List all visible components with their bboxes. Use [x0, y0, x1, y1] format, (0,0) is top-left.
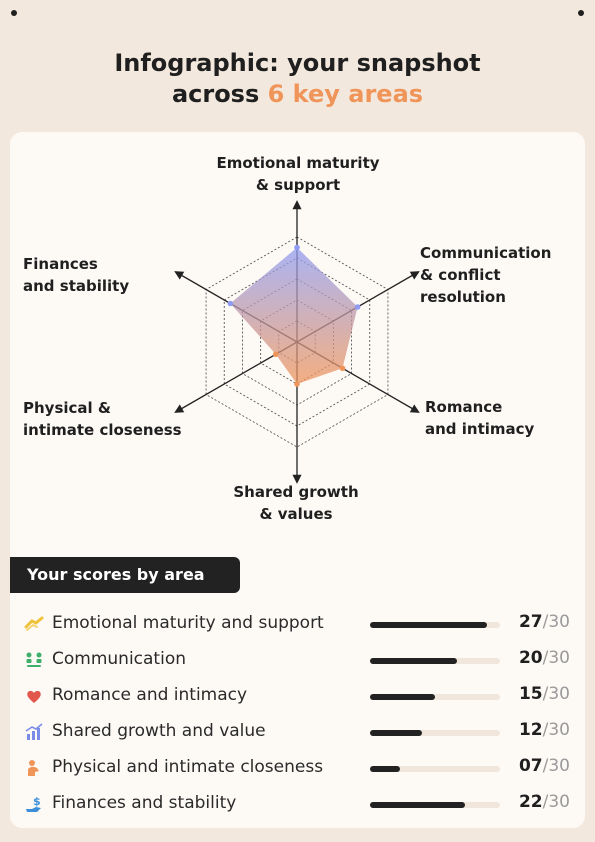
score-bar-fill: [370, 622, 487, 628]
axis-label-finances: Finances and stability: [23, 253, 129, 297]
score-max: /30: [542, 612, 570, 632]
score-bar-fill: [370, 658, 457, 664]
score-value: 27/30: [519, 612, 570, 632]
corner-dot-left: [11, 10, 17, 16]
score-number: 20: [518, 648, 543, 668]
axis-label-shared-growth-line1: Shared growth: [233, 483, 359, 501]
hearts-icon: [24, 686, 44, 706]
people-icon: [24, 650, 44, 670]
radar-point: [339, 365, 346, 372]
score-label: Shared growth and value: [52, 721, 266, 741]
axis-label-romance: Romance and intimacy: [425, 396, 534, 440]
score-max: /30: [542, 684, 570, 704]
score-bar-track: [370, 802, 500, 808]
score-bar-fill: [370, 694, 435, 700]
axis-label-communication-line2: & conflict: [420, 266, 501, 284]
score-number: 12: [518, 720, 543, 740]
score-number: 22: [518, 792, 543, 812]
score-row: Physical and intimate closeness 07/30: [24, 754, 572, 782]
scores-section-title: Your scores by area: [10, 557, 240, 593]
axis-label-finances-line2: and stability: [23, 277, 130, 295]
axis-label-emotional: Emotional maturity & support: [208, 152, 388, 196]
radar-point: [354, 304, 361, 310]
score-number: 07: [518, 756, 543, 776]
axis-label-communication: Communication & conflict resolution: [420, 242, 551, 308]
title-prefix: across: [171, 80, 268, 108]
score-row: Romance and intimacy 15/30: [24, 682, 572, 710]
axis-label-shared-growth-line2: & values: [259, 505, 333, 523]
score-bar-track: [370, 658, 500, 664]
score-label: Physical and intimate closeness: [52, 757, 324, 777]
title-line-1: Infographic: your snapshot: [114, 49, 481, 77]
radar-point: [294, 381, 300, 387]
score-value: 07/30: [519, 756, 570, 776]
score-number: 15: [518, 684, 543, 704]
score-label: Romance and intimacy: [52, 685, 248, 705]
score-max: /30: [542, 792, 570, 812]
axis-label-emotional-line1: Emotional maturity: [216, 154, 380, 172]
score-bar-track: [370, 694, 500, 700]
score-bar-fill: [370, 766, 401, 772]
score-max: /30: [542, 756, 570, 776]
score-bar-track: [370, 766, 500, 772]
hug-icon: [24, 758, 44, 778]
radar-point: [294, 244, 300, 251]
score-label: Emotional maturity and support: [52, 613, 324, 633]
axis-label-emotional-line2: & support: [255, 176, 341, 194]
radar-point: [227, 300, 234, 307]
score-row: Shared growth and value 12/30: [24, 718, 572, 746]
score-max: /30: [542, 648, 570, 668]
score-number: 27: [518, 612, 543, 632]
score-label: Communication: [52, 649, 186, 669]
score-value: 12/30: [519, 720, 570, 740]
score-value: 22/30: [519, 792, 570, 812]
score-row: Emotional maturity and support 27/30: [24, 610, 572, 638]
handshake-icon: [24, 614, 44, 634]
radar-series-area: [230, 247, 358, 384]
axis-label-communication-line3: resolution: [420, 288, 506, 306]
axis-label-shared-growth: Shared growth & values: [206, 481, 386, 525]
axis-label-physical-line2: intimate closeness: [23, 421, 182, 439]
axis-label-physical-line1: Physical &: [23, 399, 111, 417]
axis-label-physical: Physical & intimate closeness: [23, 397, 182, 441]
score-bar-fill: [370, 802, 466, 808]
radar-point: [272, 351, 279, 358]
page-title: Infographic: your snapshot across 6 key …: [0, 48, 595, 110]
axis-label-romance-line2: and intimacy: [425, 420, 535, 438]
score-label: Finances and stability: [52, 793, 237, 813]
axis-label-romance-line1: Romance: [425, 398, 503, 416]
score-bar-track: [370, 622, 500, 628]
axis-label-finances-line1: Finances: [23, 255, 98, 273]
score-value: 20/30: [519, 648, 570, 668]
svg-text:$: $: [33, 795, 41, 808]
score-bar-fill: [370, 730, 422, 736]
title-line-2: across 6 key areas: [0, 79, 595, 110]
score-value: 15/30: [519, 684, 570, 704]
score-bar-track: [370, 730, 500, 736]
corner-dot-right: [578, 10, 584, 16]
axis-label-communication-line1: Communication: [420, 244, 552, 262]
score-max: /30: [542, 720, 570, 740]
money-hand-icon: $: [24, 794, 44, 814]
growth-chart-icon: [24, 722, 44, 742]
title-accent: 6 key areas: [267, 80, 424, 108]
score-row: Communication 20/30: [24, 646, 572, 674]
score-row: $ Finances and stability 22/30: [24, 790, 572, 818]
